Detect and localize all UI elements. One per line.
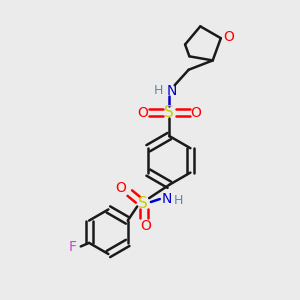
Text: O: O <box>137 106 148 120</box>
Text: O: O <box>116 181 126 195</box>
Text: H: H <box>174 194 184 207</box>
Text: S: S <box>138 196 147 211</box>
Text: O: O <box>223 30 234 44</box>
Text: H: H <box>154 84 164 97</box>
Text: S: S <box>164 105 174 120</box>
Text: O: O <box>190 106 202 120</box>
Text: O: O <box>140 219 151 233</box>
Text: N: N <box>167 84 178 98</box>
Text: N: N <box>161 192 172 206</box>
Text: F: F <box>69 240 77 254</box>
